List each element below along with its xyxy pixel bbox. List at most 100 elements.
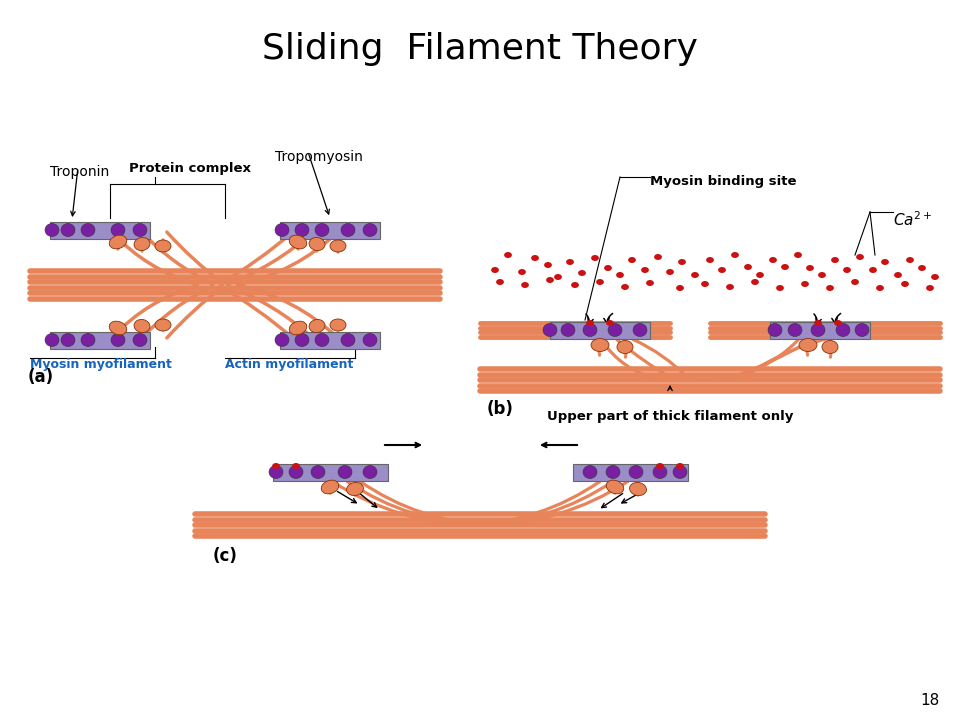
Ellipse shape xyxy=(496,279,504,285)
Ellipse shape xyxy=(341,333,355,346)
FancyBboxPatch shape xyxy=(280,222,380,238)
Ellipse shape xyxy=(666,269,674,275)
Ellipse shape xyxy=(521,282,529,288)
Ellipse shape xyxy=(275,223,289,236)
FancyBboxPatch shape xyxy=(273,464,388,480)
Ellipse shape xyxy=(554,274,562,280)
FancyBboxPatch shape xyxy=(50,331,150,348)
Ellipse shape xyxy=(561,323,575,336)
Ellipse shape xyxy=(111,223,125,236)
Ellipse shape xyxy=(363,466,377,479)
Ellipse shape xyxy=(628,257,636,263)
Ellipse shape xyxy=(133,223,147,236)
Ellipse shape xyxy=(134,320,150,333)
Ellipse shape xyxy=(363,333,377,346)
Ellipse shape xyxy=(363,223,377,236)
Ellipse shape xyxy=(630,482,646,495)
Ellipse shape xyxy=(596,279,604,285)
Ellipse shape xyxy=(811,323,825,336)
Ellipse shape xyxy=(583,466,597,479)
Ellipse shape xyxy=(608,323,622,336)
FancyBboxPatch shape xyxy=(770,322,870,338)
Ellipse shape xyxy=(309,238,324,251)
Ellipse shape xyxy=(654,254,661,260)
Text: Protein complex: Protein complex xyxy=(129,162,251,175)
Ellipse shape xyxy=(676,285,684,291)
Ellipse shape xyxy=(827,285,834,291)
Ellipse shape xyxy=(906,257,914,263)
Ellipse shape xyxy=(794,252,802,258)
Ellipse shape xyxy=(571,282,579,288)
Ellipse shape xyxy=(856,254,864,260)
Ellipse shape xyxy=(61,333,75,346)
Ellipse shape xyxy=(901,281,909,287)
Ellipse shape xyxy=(607,480,624,494)
Ellipse shape xyxy=(292,463,300,469)
Ellipse shape xyxy=(806,265,814,271)
Ellipse shape xyxy=(338,466,352,479)
Ellipse shape xyxy=(518,269,526,275)
Ellipse shape xyxy=(834,320,842,326)
Ellipse shape xyxy=(275,333,289,346)
Ellipse shape xyxy=(926,285,934,291)
Ellipse shape xyxy=(81,333,95,346)
Ellipse shape xyxy=(852,279,859,285)
Ellipse shape xyxy=(801,281,809,287)
Ellipse shape xyxy=(814,320,822,326)
Ellipse shape xyxy=(788,323,802,336)
Ellipse shape xyxy=(315,223,329,236)
Text: (b): (b) xyxy=(487,400,514,418)
Ellipse shape xyxy=(931,274,939,280)
Ellipse shape xyxy=(656,463,664,469)
Ellipse shape xyxy=(776,285,784,291)
Ellipse shape xyxy=(769,257,777,263)
Ellipse shape xyxy=(617,341,633,354)
Ellipse shape xyxy=(544,262,552,268)
Ellipse shape xyxy=(876,285,884,291)
Ellipse shape xyxy=(726,284,733,290)
Ellipse shape xyxy=(81,223,95,236)
Text: Myosin myofilament: Myosin myofilament xyxy=(30,358,172,371)
Ellipse shape xyxy=(768,323,782,336)
Ellipse shape xyxy=(781,264,789,270)
Ellipse shape xyxy=(732,252,739,258)
Text: $Ca^{2+}$: $Ca^{2+}$ xyxy=(893,210,932,229)
Text: (a): (a) xyxy=(28,368,54,386)
Ellipse shape xyxy=(322,480,339,494)
Ellipse shape xyxy=(918,265,925,271)
Ellipse shape xyxy=(718,267,726,273)
Ellipse shape xyxy=(330,319,346,331)
Ellipse shape xyxy=(315,333,329,346)
Ellipse shape xyxy=(818,272,826,278)
Text: Troponin: Troponin xyxy=(50,165,109,179)
FancyBboxPatch shape xyxy=(572,464,687,480)
Ellipse shape xyxy=(341,223,355,236)
Ellipse shape xyxy=(269,466,283,479)
Ellipse shape xyxy=(653,466,667,479)
Ellipse shape xyxy=(822,341,838,354)
Ellipse shape xyxy=(289,321,307,335)
Ellipse shape xyxy=(855,323,869,336)
Ellipse shape xyxy=(591,255,599,261)
Ellipse shape xyxy=(134,238,150,251)
Ellipse shape xyxy=(691,272,699,278)
Ellipse shape xyxy=(881,259,889,265)
Ellipse shape xyxy=(109,321,127,335)
Ellipse shape xyxy=(289,235,307,249)
Ellipse shape xyxy=(869,267,876,273)
Ellipse shape xyxy=(578,270,586,276)
Ellipse shape xyxy=(311,466,325,479)
Ellipse shape xyxy=(751,279,759,285)
Ellipse shape xyxy=(61,223,75,236)
Ellipse shape xyxy=(629,466,643,479)
Ellipse shape xyxy=(831,257,839,263)
Ellipse shape xyxy=(531,255,539,261)
Ellipse shape xyxy=(272,463,280,469)
Ellipse shape xyxy=(543,323,557,336)
Text: Tropomyosin: Tropomyosin xyxy=(275,150,363,164)
Ellipse shape xyxy=(633,323,647,336)
Ellipse shape xyxy=(492,267,499,273)
Ellipse shape xyxy=(583,323,597,336)
FancyBboxPatch shape xyxy=(50,222,150,238)
Ellipse shape xyxy=(295,223,309,236)
